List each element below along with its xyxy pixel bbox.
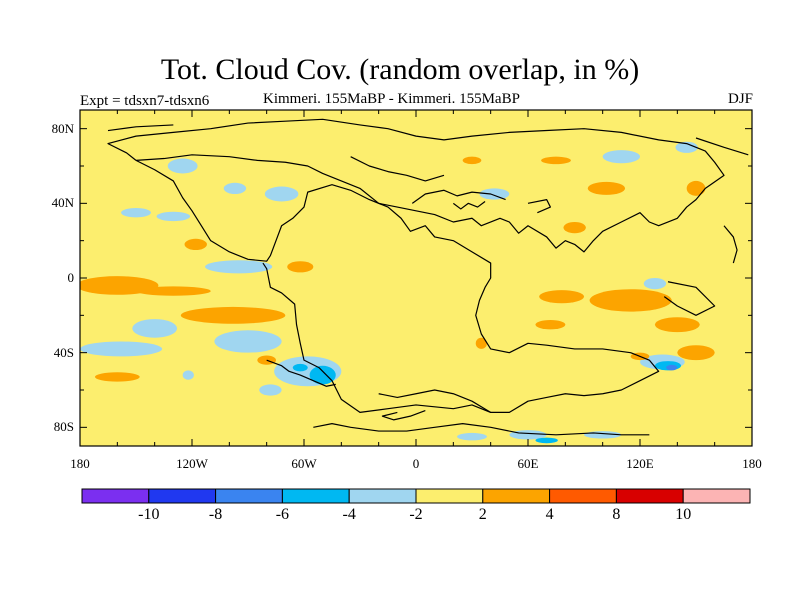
anomaly-patch xyxy=(587,181,626,195)
colorbar-label: -2 xyxy=(409,506,423,523)
coastline xyxy=(695,137,749,156)
colorbar-label: 2 xyxy=(478,506,487,523)
colorbar-label: 8 xyxy=(612,506,621,523)
colorbar-swatch xyxy=(281,488,350,504)
coastline xyxy=(135,159,660,413)
colorbar-swatch xyxy=(148,488,217,504)
anomaly-patch xyxy=(539,290,584,304)
colorbar-label: 10 xyxy=(675,506,692,523)
anomaly-patch xyxy=(563,222,586,234)
anomaly-patch xyxy=(309,365,336,385)
colorbar-label: -10 xyxy=(138,506,160,523)
colorbar-label: -8 xyxy=(208,506,223,523)
anomaly-patch xyxy=(257,355,276,365)
colorbar-swatch xyxy=(682,488,751,504)
y-tick-label: 80N xyxy=(51,120,74,136)
colorbar-label: -6 xyxy=(275,506,290,523)
coastline xyxy=(378,389,491,413)
anomaly-patch xyxy=(643,278,667,290)
coastline xyxy=(313,423,650,436)
anomaly-patch xyxy=(654,317,700,333)
coastline xyxy=(411,189,506,204)
anomaly-patch xyxy=(214,330,282,353)
anomaly-patch xyxy=(156,211,191,222)
anomaly-patch xyxy=(666,364,678,371)
anomaly-patch xyxy=(287,261,314,273)
anomaly-patch xyxy=(535,437,558,444)
anomaly-patch xyxy=(80,341,163,357)
anomaly-patch xyxy=(479,188,510,200)
anomaly-patch xyxy=(264,186,299,202)
plot-title: Tot. Cloud Cov. (random overlap, in %) xyxy=(160,53,640,86)
x-tick-label: 60W xyxy=(291,456,317,471)
colorbar-swatch xyxy=(215,488,283,504)
anomaly-patch xyxy=(686,180,706,196)
coastline xyxy=(663,281,716,316)
colorbar-label: 4 xyxy=(545,506,554,523)
y-tick-label: 80S xyxy=(53,419,74,435)
anomaly-patch xyxy=(180,306,286,324)
anomaly-patch xyxy=(94,372,140,382)
x-tick-label: 60E xyxy=(517,456,539,471)
y-tick-label: 0 xyxy=(67,270,75,285)
anomaly-patch xyxy=(136,286,211,296)
anomaly-patch xyxy=(475,337,487,349)
colorbar-swatch xyxy=(615,488,684,504)
coastline xyxy=(350,156,445,182)
colorbar-swatch xyxy=(482,488,551,504)
anomaly-patch xyxy=(121,208,151,218)
anomaly-layer xyxy=(80,141,715,444)
coastline xyxy=(266,359,336,387)
experiment-label: Expt = tdsxn7-tdsxn6 xyxy=(80,93,210,109)
colorbar-swatch xyxy=(415,488,484,504)
anomaly-patch xyxy=(589,289,672,312)
coastline xyxy=(527,199,552,214)
season-label: DJF xyxy=(727,91,753,107)
anomaly-patch xyxy=(259,384,282,396)
coastline xyxy=(381,409,426,421)
anomaly-patch xyxy=(541,156,571,165)
colorbar xyxy=(81,488,751,504)
anomaly-patch xyxy=(132,319,178,338)
x-tick-label: 120W xyxy=(176,456,208,471)
colorbar-swatch xyxy=(549,488,617,504)
y-tick-label: 40N xyxy=(51,195,74,211)
x-tick-label: 0 xyxy=(412,456,420,471)
anomaly-patch xyxy=(292,363,308,372)
tick-marks xyxy=(79,110,753,446)
plot-subtitle: Kimmeri. 155MaBP - Kimmeri. 155MaBP xyxy=(263,91,520,107)
x-tick-label: 180 xyxy=(742,456,762,471)
colorbar-label: -4 xyxy=(342,506,356,523)
anomaly-patch xyxy=(205,260,273,274)
anomaly-patch xyxy=(184,238,207,250)
coastline xyxy=(107,118,725,253)
anomaly-patch xyxy=(223,182,247,194)
x-tick-label: 180 xyxy=(70,456,90,471)
colorbar-swatch xyxy=(348,488,417,504)
colorbar-swatch xyxy=(81,488,150,504)
anomaly-patch xyxy=(167,158,198,174)
coastline xyxy=(723,225,738,264)
anomaly-patch xyxy=(675,141,698,153)
coastline xyxy=(452,200,486,210)
x-tick-label: 120E xyxy=(626,456,654,471)
coastline-layer xyxy=(107,118,749,436)
anomaly-patch xyxy=(535,320,566,330)
y-tick-label: 40S xyxy=(53,344,74,360)
coastline xyxy=(107,124,174,132)
anomaly-patch xyxy=(462,156,482,165)
anomaly-patch xyxy=(677,345,715,361)
anomaly-patch xyxy=(182,370,194,380)
anomaly-patch xyxy=(602,150,640,164)
anomaly-patch xyxy=(457,432,487,441)
